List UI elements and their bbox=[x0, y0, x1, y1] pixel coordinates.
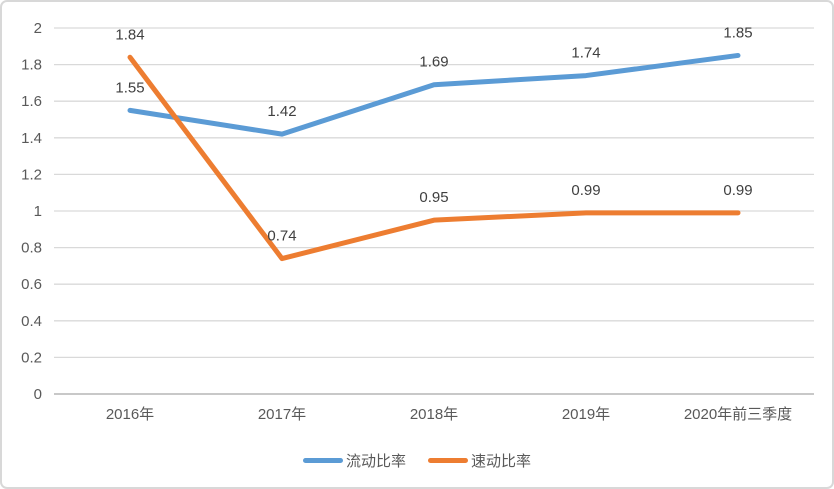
y-tick-label: 0.8 bbox=[21, 240, 42, 257]
y-tick-label: 1.8 bbox=[21, 57, 42, 74]
x-tick-label: 2019年 bbox=[562, 406, 610, 423]
legend-swatch-current-ratio-line bbox=[302, 458, 343, 463]
y-tick-label: 1.2 bbox=[21, 166, 42, 183]
y-tick-label: 0.2 bbox=[21, 349, 42, 366]
y-tick-label: 1.6 bbox=[21, 93, 42, 110]
y-tick-label: 0.4 bbox=[21, 313, 42, 330]
x-tick-label: 2017年 bbox=[258, 406, 306, 423]
legend-label-quick-ratio: 速动比率 bbox=[471, 453, 532, 470]
legend-label-current-ratio: 流动比率 bbox=[345, 453, 406, 470]
y-tick-label: 2 bbox=[34, 20, 42, 37]
data-label: 1.85 bbox=[723, 24, 752, 41]
x-tick-label: 2018年 bbox=[410, 406, 458, 423]
y-tick-label: 0 bbox=[34, 386, 42, 403]
data-label: 1.55 bbox=[115, 79, 144, 96]
data-label: 1.42 bbox=[267, 103, 296, 120]
data-label: 0.95 bbox=[419, 189, 448, 206]
data-label: 0.99 bbox=[571, 182, 600, 199]
legend-item-current-ratio: 流动比率 bbox=[302, 450, 406, 471]
data-label: 1.74 bbox=[571, 45, 600, 62]
y-tick-label: 1 bbox=[34, 203, 42, 220]
legend-swatch-quick-ratio-line bbox=[428, 458, 468, 463]
series-line-0 bbox=[127, 52, 741, 137]
series-line-1 bbox=[127, 54, 741, 262]
data-label: 1.69 bbox=[419, 54, 448, 71]
y-tick-label: 0.6 bbox=[21, 276, 42, 293]
x-tick-label: 2020年前三季度 bbox=[684, 406, 792, 423]
y-tick-label: 1.4 bbox=[21, 130, 42, 147]
legend: 流动比率 速动比率 bbox=[2, 450, 832, 471]
data-label: 1.84 bbox=[115, 26, 144, 43]
data-label: 0.99 bbox=[723, 182, 752, 199]
x-tick-label: 2016年 bbox=[106, 406, 154, 423]
data-label: 0.74 bbox=[267, 228, 296, 245]
legend-item-quick-ratio: 速动比率 bbox=[428, 450, 531, 471]
